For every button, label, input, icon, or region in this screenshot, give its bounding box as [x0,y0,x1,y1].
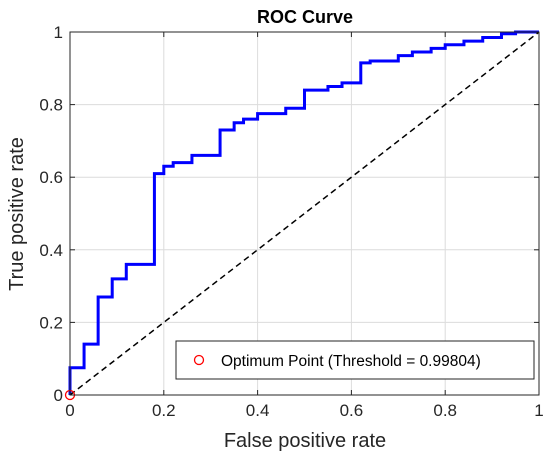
legend-marker-icon [193,354,205,366]
y-axis-label: True positive rate [6,137,28,291]
y-tick-label: 0.8 [39,96,63,115]
plot-frame [69,31,540,396]
y-tick-label: 1 [54,23,63,42]
x-tick-label: 0.2 [152,401,176,420]
legend-box [175,340,535,380]
x-tick-label: 0.8 [433,401,457,420]
legend: Optimum Point (Threshold = 0.99804) [175,340,535,380]
x-tick-label: 1 [534,401,543,420]
legend-entry-optimum: Optimum Point (Threshold = 0.99804) [221,353,481,370]
axis-ticks [69,31,540,396]
x-tick-label: 0.4 [246,401,270,420]
y-tick-label: 0 [54,386,63,405]
y-tick-label: 0.6 [39,168,63,187]
y-tick-label: 0.4 [39,241,63,260]
x-tick-label: 0.6 [340,401,364,420]
x-tick-labels: 0 0.2 0.4 0.6 0.8 1 [65,401,543,420]
roc-curve-line [68,30,539,395]
y-tick-label: 0.2 [39,313,63,332]
chart-title: ROC Curve [257,7,353,27]
x-tick-label: 0 [65,401,74,420]
series-layer [68,30,540,396]
x-axis-label: False positive rate [224,430,386,452]
y-tick-labels: 0 0.2 0.4 0.6 0.8 1 [39,23,63,405]
reference-diagonal-line [69,31,540,396]
